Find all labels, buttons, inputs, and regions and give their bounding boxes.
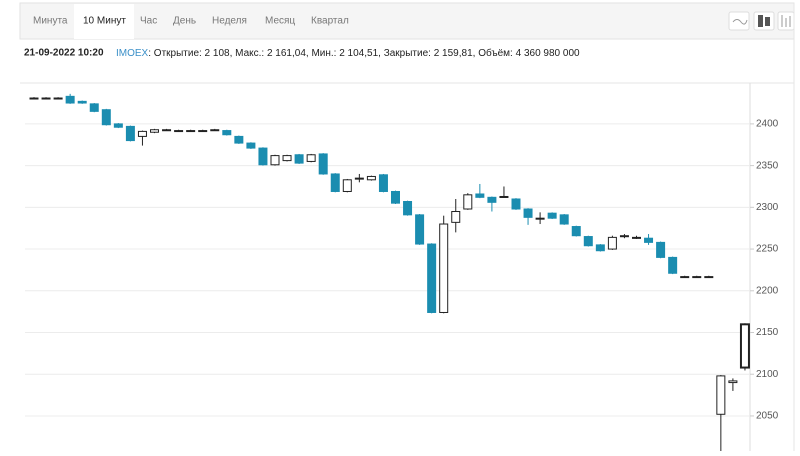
candle-body [692, 276, 702, 279]
active-tab-bg [74, 4, 134, 39]
candle-body [583, 236, 593, 247]
candle-body [427, 243, 437, 313]
y-tick-label: 2250 [756, 244, 779, 255]
candle-body [89, 103, 99, 112]
chart-icons[interactable] [728, 11, 795, 31]
y-tick-label: 2400 [756, 119, 779, 130]
candle-body [366, 175, 376, 181]
info-details: : Открытие: 2 108, Макс.: 2 161,04, Мин.… [148, 47, 580, 59]
candle-icon-glyph [758, 15, 763, 27]
info-date: 21-09-2022 10:20 [24, 48, 104, 59]
candle-body [571, 226, 581, 237]
line-icon[interactable] [728, 11, 750, 31]
tab[interactable]: День [173, 16, 196, 27]
candle-body [559, 214, 569, 225]
candle-body [451, 211, 461, 223]
candle-body [632, 236, 641, 239]
candle-body [258, 147, 268, 166]
candle-body [499, 195, 509, 198]
candle-body [680, 276, 690, 279]
candle-body [330, 173, 340, 192]
candle-body [65, 95, 75, 104]
tab[interactable]: Минута [33, 16, 68, 27]
candle-body [150, 129, 159, 133]
candle-body [77, 100, 87, 104]
candle-body [125, 125, 135, 142]
candle-body [270, 155, 280, 166]
tab[interactable]: 10 Минут [83, 16, 126, 27]
y-tick-label: 2300 [756, 202, 779, 213]
candle-body [619, 235, 629, 238]
candle-body [186, 130, 196, 133]
candle-body [53, 97, 63, 100]
candle-body [318, 153, 328, 175]
candle-icon[interactable] [753, 11, 775, 31]
candle-body [162, 129, 172, 132]
candle-body [403, 200, 413, 216]
grid: 2050 2100 2150 2200 2250 2300 2350 2400 [25, 119, 779, 422]
candle-body [523, 208, 533, 218]
candle-body [728, 380, 738, 384]
candle-body [415, 214, 425, 245]
candles [29, 93, 750, 451]
candle-body [487, 196, 497, 203]
candle-body [354, 177, 364, 180]
candle-body [306, 154, 316, 162]
candle-body [137, 130, 147, 137]
candle-body [342, 179, 352, 192]
line-icon-glyph [732, 19, 748, 25]
candle-body [210, 129, 220, 132]
candle-body [101, 109, 111, 126]
y-tick-label: 2050 [756, 411, 779, 422]
bar-icon-glyph [781, 15, 791, 27]
y-tick-label: 2200 [756, 285, 779, 296]
candle-body [246, 142, 256, 149]
candle-body [656, 241, 666, 258]
candle-body [644, 237, 654, 243]
y-tick-label: 2350 [756, 160, 779, 171]
tab[interactable]: Неделя [212, 16, 247, 27]
candle-body [511, 198, 521, 210]
tabs: Минута 10 Минут Час День Неделя Месяц Квартал [33, 16, 349, 27]
candle-body [668, 256, 678, 274]
candle-body [29, 97, 39, 100]
candle-body [378, 174, 388, 192]
candle-icon-glyph [765, 17, 770, 26]
candle-body [282, 155, 292, 162]
y-tick-label: 2100 [756, 369, 779, 380]
info-ticker: IMOEX [116, 48, 149, 59]
tab-bar [19, 2, 795, 40]
candle-body [535, 217, 545, 220]
candle-body [439, 223, 449, 313]
candle-body [234, 135, 244, 144]
tab[interactable]: Квартал [311, 16, 349, 27]
candle-body [463, 194, 473, 210]
candle-body [704, 276, 714, 279]
candle-body [294, 154, 304, 164]
candle-body [739, 323, 750, 369]
candle-body [716, 375, 726, 415]
y-tick-label: 2150 [756, 327, 779, 338]
candle-body [174, 130, 184, 133]
candle-body [41, 97, 51, 100]
tab[interactable]: Час [140, 16, 157, 27]
candle-body [198, 130, 208, 133]
candle-body [547, 212, 557, 219]
candle-body [391, 190, 400, 204]
info-line: IMOEX: Открытие: 2 108, Макс.: 2 161,04,… [116, 47, 580, 59]
tab[interactable]: Месяц [265, 16, 295, 27]
candle-body [607, 236, 617, 250]
candle-body [113, 123, 123, 128]
candle-body [595, 244, 605, 252]
candle-body [475, 193, 485, 198]
candle-body [222, 130, 232, 136]
